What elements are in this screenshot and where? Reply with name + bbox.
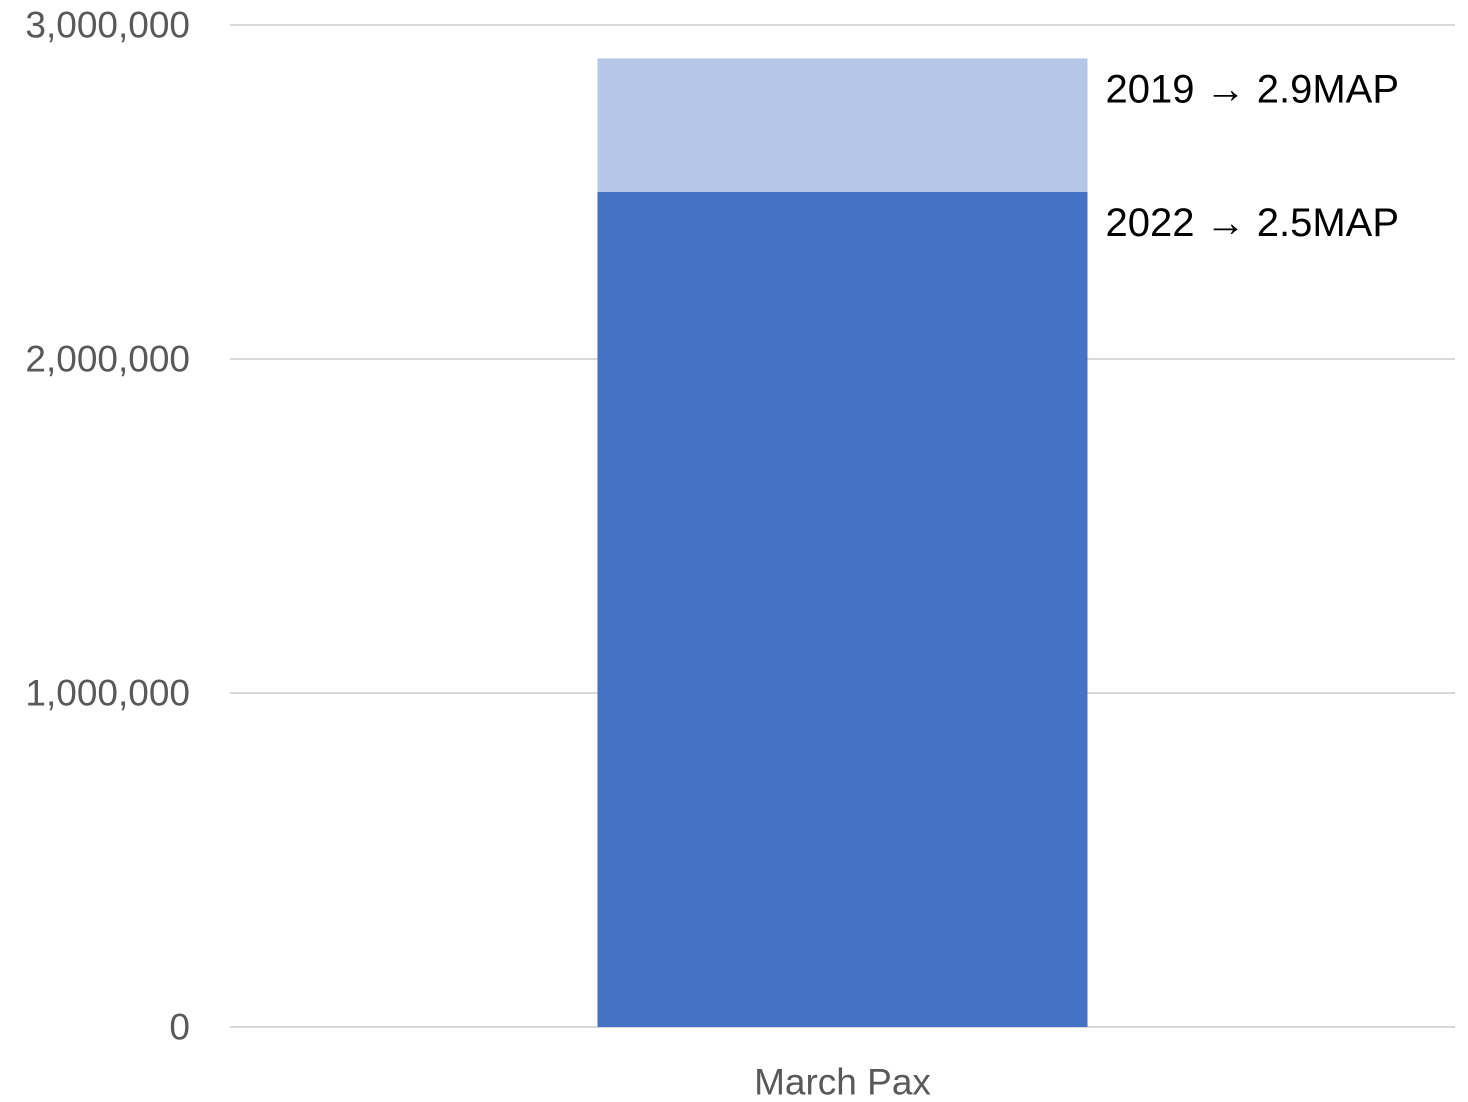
- annotations: 2019 → 2.9MAP 2022 → 2.5MAP: [1106, 67, 1400, 245]
- annotation-label: 2022 → 2.5MAP: [1106, 201, 1400, 245]
- x-category-label: March Pax: [754, 1062, 931, 1102]
- y-tick-label: 1,000,000: [25, 673, 190, 714]
- bars: [597, 58, 1088, 1027]
- y-axis-tick-labels: 0 1,000,000 2,000,000 3,000,000: [25, 5, 190, 1048]
- bar-series-1: [597, 192, 1088, 1027]
- x-axis-category-labels: March Pax: [754, 1062, 931, 1102]
- y-tick-label: 3,000,000: [25, 5, 190, 46]
- y-tick-label: 2,000,000: [25, 339, 190, 380]
- annotation-label: 2019 → 2.9MAP: [1106, 67, 1400, 111]
- y-tick-label: 0: [169, 1007, 190, 1048]
